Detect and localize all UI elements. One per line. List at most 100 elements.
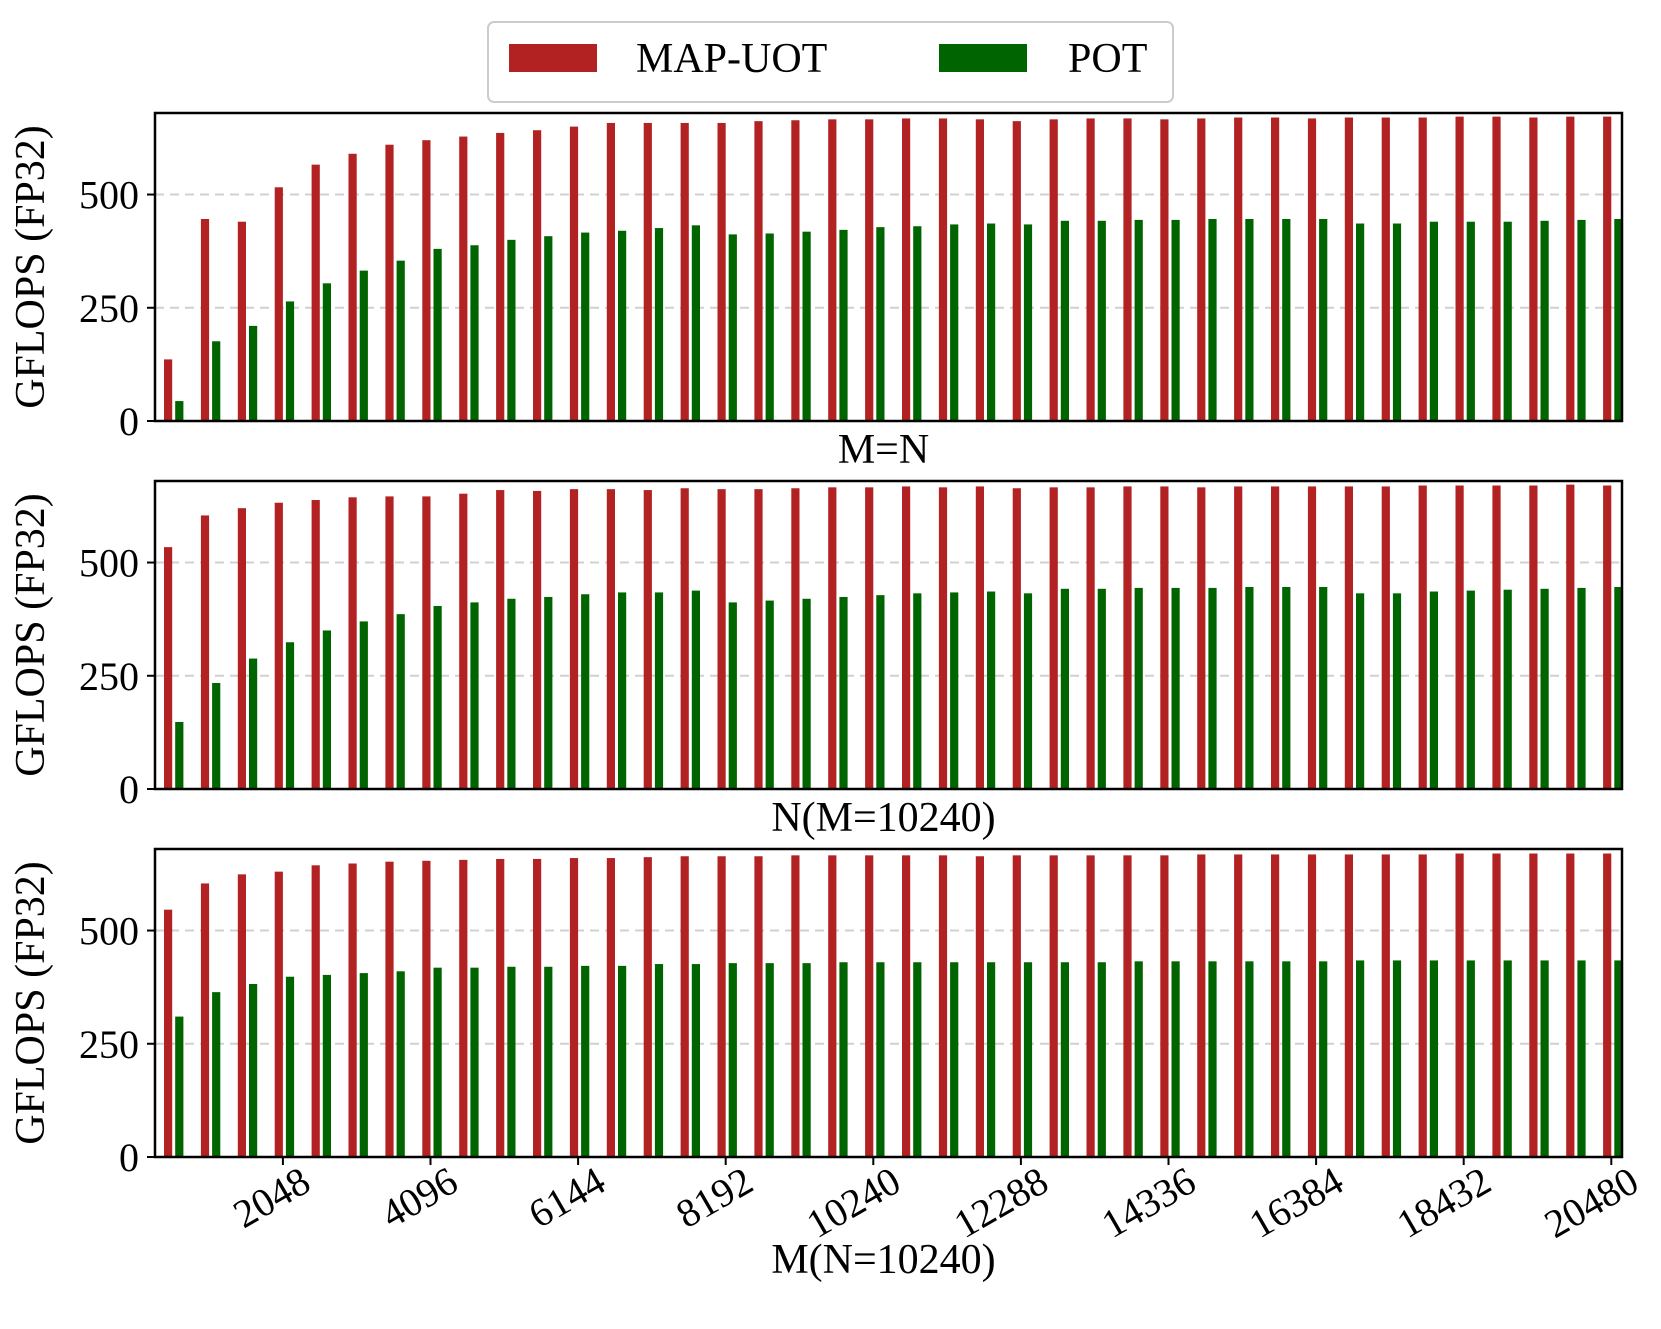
bar-pot — [1466, 221, 1475, 421]
bar-map-uot — [533, 130, 542, 421]
bar-pot — [728, 234, 737, 421]
bar-map-uot — [348, 153, 357, 421]
bar-pot — [581, 965, 590, 1157]
y-tick-label: 250 — [79, 286, 139, 331]
bar-pot — [876, 595, 885, 789]
bar-pot — [544, 966, 553, 1157]
bar-pot — [433, 967, 442, 1157]
bar-map-uot — [902, 855, 911, 1157]
bar-pot — [1392, 960, 1402, 1157]
x-tick-label: 8192 — [668, 1158, 760, 1237]
bar-map-uot — [1160, 486, 1169, 789]
bar-pot — [1134, 961, 1143, 1157]
bar-map-uot — [164, 909, 173, 1157]
y-tick-label: 500 — [79, 173, 139, 218]
bar-map-uot — [1344, 117, 1353, 421]
bar-pot — [1429, 960, 1438, 1157]
bar-pot — [1097, 220, 1106, 421]
bar-pot — [913, 962, 922, 1157]
bar-map-uot — [1344, 486, 1353, 789]
bar-map-uot — [459, 493, 468, 789]
bar-pot — [654, 964, 664, 1157]
x-axis-label: M=N — [838, 427, 929, 473]
chart-panel-2: 0 250 500 GFLOPS (FP32) N(M=10240) — [8, 479, 1624, 841]
bar-pot — [1245, 218, 1254, 421]
bar-pot — [1097, 588, 1106, 789]
bar-map-uot — [1307, 854, 1317, 1157]
legend-frame — [487, 21, 1174, 103]
bar-map-uot — [311, 500, 320, 789]
bar-pot — [618, 230, 627, 421]
bar-map-uot — [569, 858, 579, 1157]
bar-map-uot — [1418, 485, 1427, 789]
bar-map-uot — [422, 496, 431, 789]
bar-pot — [802, 598, 811, 789]
bar-map-uot — [164, 547, 173, 789]
bar-map-uot — [791, 120, 800, 421]
bar-pot — [1392, 223, 1402, 421]
legend-swatch-map-uot — [509, 44, 597, 72]
bar-pot — [1208, 587, 1217, 789]
bar-map-uot — [1381, 854, 1390, 1157]
bar-map-uot — [1012, 488, 1021, 789]
bar-pot — [1060, 588, 1069, 789]
x-tick-label: 10240 — [799, 1158, 908, 1247]
x-tick-label: 20480 — [1537, 1158, 1646, 1247]
bar-map-uot — [200, 883, 210, 1157]
y-tick-label: 0 — [119, 767, 139, 812]
bar-pot — [876, 227, 885, 421]
bar-pot — [1577, 587, 1586, 789]
bar-pot — [1540, 588, 1549, 789]
bar-pot — [1577, 960, 1586, 1157]
bar-pot — [322, 630, 331, 789]
bar-pot — [507, 966, 516, 1157]
bar-pot — [175, 721, 184, 789]
bar-map-uot — [1529, 485, 1538, 789]
bar-pot — [876, 962, 885, 1157]
bar-pot — [765, 963, 774, 1157]
bar-map-uot — [938, 855, 948, 1157]
bar-map-uot — [1307, 118, 1317, 421]
bar-map-uot — [1492, 116, 1501, 421]
bar-pot — [507, 598, 516, 789]
bar-map-uot — [1012, 121, 1021, 421]
bar-map-uot — [865, 119, 874, 421]
bar-map-uot — [902, 486, 911, 789]
bar-pot — [950, 962, 959, 1157]
bar-map-uot — [975, 856, 984, 1157]
bar-map-uot — [385, 144, 394, 422]
bar-pot — [1171, 961, 1180, 1157]
bar-map-uot — [1234, 854, 1243, 1157]
bar-map-uot — [1234, 486, 1243, 789]
bar-map-uot — [1418, 854, 1427, 1157]
bar-map-uot — [569, 126, 579, 422]
bar-pot — [1060, 220, 1069, 421]
bar-pot — [1319, 961, 1328, 1157]
chart-panel-3: 0 250 500 GFLOPS (FP32) 2048 4096 6144 8192 1024… — [8, 847, 1646, 1283]
bar-map-uot — [975, 486, 984, 789]
bar-pot — [507, 239, 516, 421]
bar-pot — [212, 341, 221, 421]
bar-map-uot — [1307, 486, 1317, 789]
bar-map-uot — [496, 132, 505, 421]
bar-pot — [212, 992, 221, 1157]
bar-pot — [1540, 220, 1549, 421]
x-tick-label: 16384 — [1241, 1158, 1350, 1247]
y-tick-label: 500 — [79, 541, 139, 586]
x-tick-label: 12288 — [946, 1158, 1055, 1247]
bar-pot — [396, 260, 405, 421]
bar-pot — [544, 596, 553, 789]
bar-map-uot — [606, 489, 615, 789]
bar-pot — [1097, 962, 1106, 1157]
bar-pot — [1540, 960, 1549, 1157]
bar-pot — [359, 621, 368, 789]
bar-pot — [1134, 587, 1143, 789]
bar-map-uot — [1455, 853, 1464, 1157]
bar-pot — [1282, 586, 1291, 789]
bar-map-uot — [606, 122, 615, 421]
bar-map-uot — [274, 871, 283, 1157]
bar-pot — [765, 233, 774, 421]
bar-pot — [691, 964, 700, 1157]
bar-pot — [1171, 587, 1180, 789]
